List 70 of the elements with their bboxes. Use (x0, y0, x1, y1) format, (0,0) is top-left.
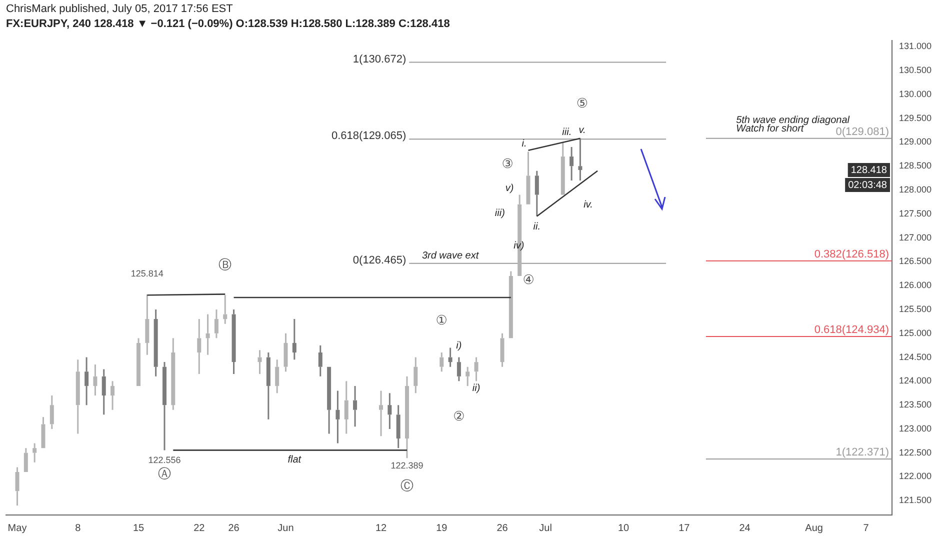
y-tick-label: 131.000 (899, 41, 932, 52)
annotation: 125.814 (130, 268, 164, 278)
y-tick-label: 128.000 (899, 184, 932, 194)
x-tick-label: 10 (618, 522, 630, 534)
annotation: 3rd wave ext (422, 250, 480, 262)
chart-title: FX:EURJPY, 240 128.418 ▼ −0.121 (−0.09%) O:128.539 H:128.580 L:128.389 C:128.418 (5, 17, 451, 32)
y-tick-label: 122.500 (899, 447, 932, 458)
annotation: Ⓑ (218, 258, 232, 274)
y-tick-label: 123.000 (899, 423, 932, 434)
annotation: Watch for short (736, 123, 805, 134)
annotation: ③ (502, 157, 514, 172)
annotation: ii) (472, 383, 480, 394)
annotation: flat (288, 454, 302, 466)
x-tick-label: 17 (678, 522, 690, 534)
y-tick-label: 129.000 (899, 136, 932, 147)
ref-line-label: 0.618(124.934) (814, 324, 889, 336)
x-tick-label: 24 (739, 522, 751, 534)
annotation: 122.389 (390, 460, 424, 471)
x-tick-label: Jun (278, 522, 294, 534)
x-tick-label: 12 (375, 522, 388, 534)
annotation: i) (456, 340, 462, 352)
y-tick-label: 126.500 (899, 256, 932, 266)
y-tick-label: 128.500 (899, 160, 932, 171)
y-tick-label: 122.000 (899, 471, 932, 482)
annotation: v) (505, 182, 514, 194)
y-tick-label: 121.500 (899, 495, 932, 506)
y-tick-label: 123.500 (899, 400, 932, 410)
ref-line-label: 0.618(129.065) (332, 130, 406, 142)
annotation: Ⓒ (400, 478, 414, 494)
x-tick-label: May (8, 522, 27, 534)
x-tick-label: 26 (228, 522, 240, 534)
ref-line-label: 0(129.081) (836, 126, 889, 138)
annotation: v. (578, 124, 586, 136)
x-tick-label: 26 (496, 522, 508, 534)
ref-line-label: 1(130.672) (352, 53, 406, 66)
y-tick-label: 127.000 (899, 232, 932, 242)
x-tick-label: 19 (436, 522, 448, 534)
x-tick-label: 15 (132, 522, 145, 534)
annotation: ii. (533, 222, 541, 233)
annotation: ② (453, 410, 465, 425)
ref-line-label: 0(126.465) (352, 254, 406, 266)
y-tick-label: 124.500 (899, 352, 932, 362)
chart-subtitle: ChrisMark published, July 05, 2017 17:56 EST (5, 2, 234, 15)
y-tick-label: 130.000 (899, 88, 932, 99)
x-tick-label: 8 (75, 522, 82, 534)
annotation: iv. (584, 199, 593, 210)
ref-line-label: 1(122.371) (836, 446, 889, 459)
annotation: 02:03:48 (848, 180, 888, 191)
x-tick-label: 7 (863, 522, 870, 534)
x-tick-label: Aug (805, 522, 823, 534)
annotation: ⑤ (576, 96, 588, 112)
ref-line-label: 0.382(126.518) (814, 248, 889, 260)
annotation: ④ (522, 272, 534, 288)
y-tick-label: 127.500 (899, 208, 932, 218)
x-tick-label: 22 (194, 522, 206, 534)
annotation: i. (522, 138, 527, 150)
y-tick-label: 125.000 (899, 328, 932, 338)
y-tick-label: 130.500 (899, 64, 932, 75)
y-tick-label: 129.500 (899, 112, 932, 123)
y-tick-label: 125.500 (899, 304, 932, 314)
annotation: 122.556 (148, 454, 181, 465)
annotation: iv) (514, 240, 524, 252)
y-tick-label: 124.000 (899, 376, 932, 386)
x-tick-label: Jul (539, 522, 552, 534)
annotation: iii) (494, 208, 505, 219)
annotation: Ⓐ (158, 467, 171, 482)
annotation: iii. (562, 126, 572, 138)
y-tick-label: 126.000 (899, 280, 932, 290)
annotation: ① (436, 314, 448, 329)
annotation: 128.418 (850, 164, 888, 176)
